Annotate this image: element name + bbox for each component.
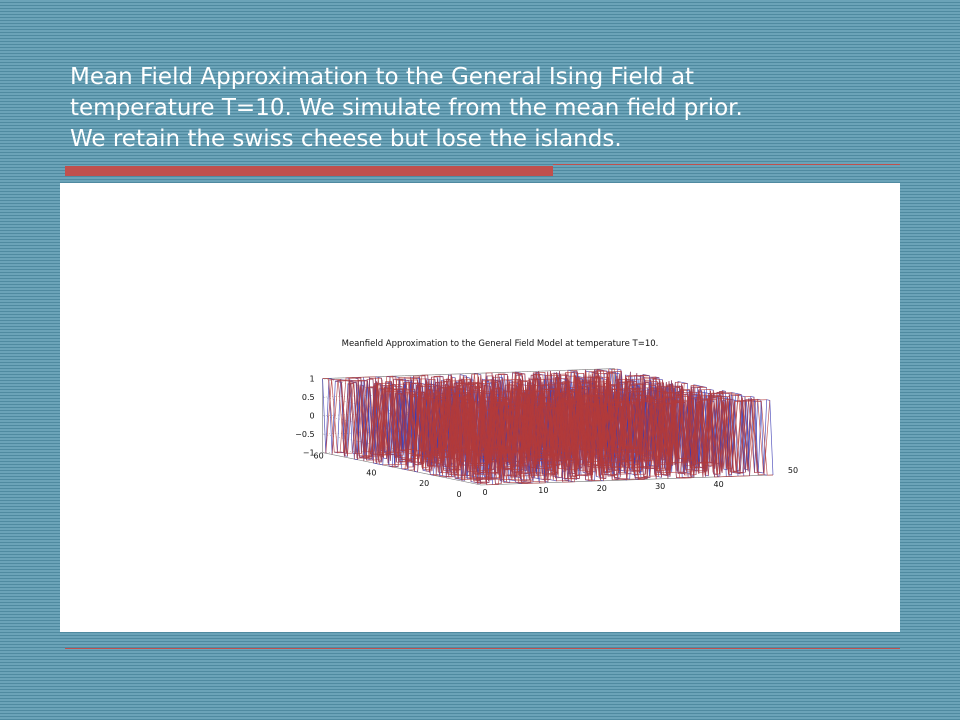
z-tick-label: −0.5 [295, 430, 314, 439]
footer-divider-line [65, 648, 900, 649]
x-tick-label: 10 [538, 486, 548, 495]
y-tick-label: 20 [419, 479, 429, 488]
mesh-line-x [464, 397, 758, 482]
z-tick-label: −1 [303, 449, 315, 458]
mesh-line-x [379, 380, 672, 465]
chart-panel: Meanfield Approximation to the General F… [60, 183, 900, 632]
x-tick-label: 50 [788, 466, 798, 475]
mesh-line-x [442, 392, 736, 478]
mesh-line-x [467, 398, 761, 483]
mesh-line-x [474, 399, 767, 484]
title-accent-bar [65, 166, 553, 176]
slide-title: Mean Field Approximation to the General … [70, 62, 930, 155]
slide-title-line-3: We retain the swiss cheese but lose the … [70, 126, 622, 152]
surface-chart: Meanfield Approximation to the General F… [295, 339, 798, 499]
z-tick-label: 0.5 [302, 393, 315, 402]
mesh-line-x [448, 394, 742, 479]
mesh-line-x [436, 391, 729, 476]
y-tick-label: 60 [314, 452, 324, 461]
x-tick-label: 20 [597, 484, 607, 493]
x-tick-label: 0 [482, 488, 487, 497]
mesh-line-x [417, 388, 710, 473]
mesh-line-x [455, 395, 749, 480]
mesh-line-x [439, 392, 732, 477]
tick-layer: 1 0.5 0 −0.5 −1 0 10 20 30 40 50 0 20 40 60 [295, 375, 798, 499]
chart-title: Meanfield Approximation to the General F… [342, 339, 659, 349]
mesh-line-x [477, 400, 771, 485]
y-tick-label: 0 [456, 490, 461, 499]
slide-title-line-1: Mean Field Approximation to the General … [70, 64, 695, 90]
mesh-line-x [471, 398, 764, 484]
mesh-line-x [461, 397, 755, 482]
mesh-line-x [480, 401, 774, 486]
x-tick-label: 40 [714, 480, 724, 489]
mesh-line-x [353, 374, 647, 460]
slide-title-line-2: temperature T=10. We simulate from the m… [70, 95, 743, 121]
mesh-layer [322, 368, 774, 486]
title-divider-line [553, 164, 900, 165]
y-tick-label: 40 [366, 468, 376, 477]
z-tick-label: 1 [310, 375, 315, 384]
z-tick-label: 0 [310, 412, 315, 421]
x-tick-label: 30 [655, 482, 665, 491]
